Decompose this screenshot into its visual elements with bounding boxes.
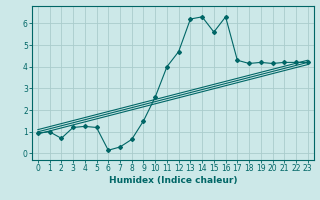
X-axis label: Humidex (Indice chaleur): Humidex (Indice chaleur) [108,176,237,185]
